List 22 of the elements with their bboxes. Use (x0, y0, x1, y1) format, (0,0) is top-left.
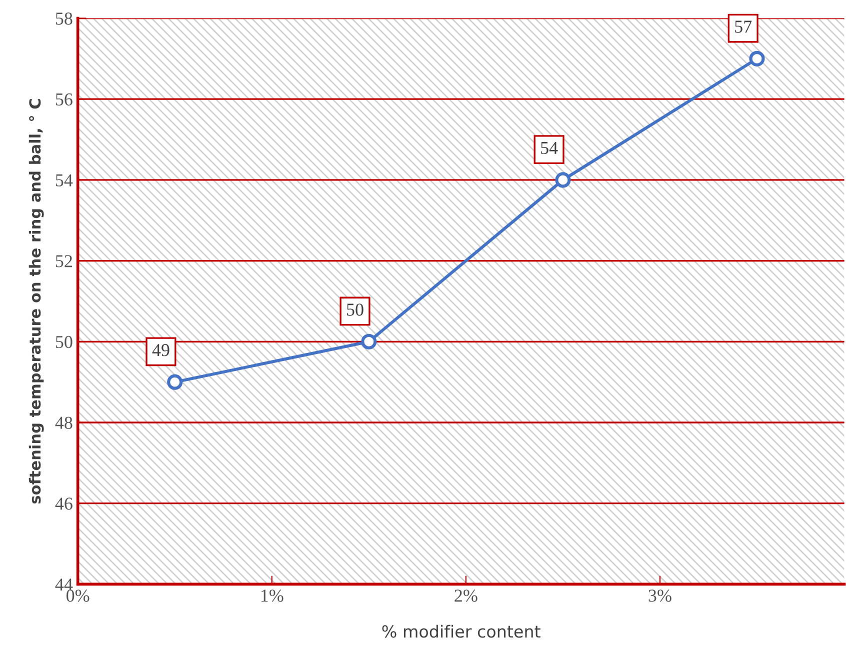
data-label: 54 (541, 142, 558, 154)
y-tick-label: 54 (56, 174, 73, 186)
data-label: 57 (735, 20, 752, 33)
x-tick-label: 0% (66, 590, 90, 602)
point (555, 172, 571, 188)
point (167, 374, 183, 390)
y-tick-label: 50 (56, 336, 72, 348)
y-tick-label: 52 (56, 255, 72, 268)
y-tick-label: 58 (56, 12, 72, 25)
point (749, 50, 765, 66)
y-axis-title: softening temperature on the ring and ball, ° C (28, 99, 44, 504)
y-tick-label: 56 (56, 93, 72, 106)
x-tick-label: 1% (261, 590, 284, 602)
x-tick-label: 2% (454, 590, 478, 602)
x-tick-label: 3% (648, 590, 672, 602)
data-label: 50 (347, 304, 364, 316)
y-tick-label: 46 (55, 498, 72, 510)
data-label: 49 (152, 344, 170, 356)
point (361, 334, 377, 350)
y-tick-label: 48 (55, 416, 72, 429)
x-axis-title: % modifier content (382, 624, 540, 638)
y-tick-label: 44 (55, 578, 73, 590)
